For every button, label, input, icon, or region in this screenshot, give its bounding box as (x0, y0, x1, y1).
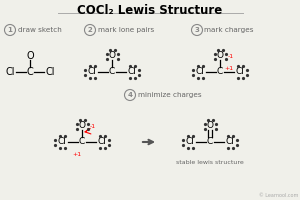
Text: -1: -1 (228, 53, 234, 58)
Text: O: O (79, 121, 86, 130)
Text: Cl: Cl (186, 138, 194, 146)
Text: Cl: Cl (58, 138, 66, 146)
Text: C: C (207, 138, 213, 146)
Text: -1: -1 (90, 123, 96, 129)
Text: C: C (109, 68, 115, 76)
Text: C: C (217, 68, 223, 76)
Text: 1: 1 (8, 27, 12, 33)
Text: +1: +1 (224, 66, 233, 71)
Text: Cl: Cl (45, 67, 55, 77)
Text: O: O (217, 51, 224, 60)
Text: draw sketch: draw sketch (17, 27, 61, 33)
Text: Cl: Cl (226, 138, 234, 146)
Text: Cl: Cl (128, 68, 136, 76)
Text: © Learnool.com: © Learnool.com (259, 193, 298, 198)
Text: +1: +1 (72, 152, 82, 157)
Text: O: O (206, 121, 214, 130)
Text: C: C (79, 138, 85, 146)
Text: Cl: Cl (196, 68, 204, 76)
Text: O: O (109, 51, 116, 60)
Text: 4: 4 (128, 92, 133, 98)
Text: stable lewis structure: stable lewis structure (176, 160, 244, 165)
Text: COCl₂ Lewis Structure: COCl₂ Lewis Structure (77, 4, 223, 17)
Text: minimize charges: minimize charges (137, 92, 201, 98)
Text: Cl: Cl (5, 67, 15, 77)
Text: Cl: Cl (88, 68, 96, 76)
Text: Cl: Cl (236, 68, 244, 76)
Text: O: O (26, 51, 34, 61)
Text: 2: 2 (88, 27, 92, 33)
Text: 3: 3 (195, 27, 200, 33)
Text: mark charges: mark charges (205, 27, 254, 33)
Text: C: C (27, 67, 33, 77)
Text: mark lone pairs: mark lone pairs (98, 27, 154, 33)
Text: Cl: Cl (98, 138, 106, 146)
